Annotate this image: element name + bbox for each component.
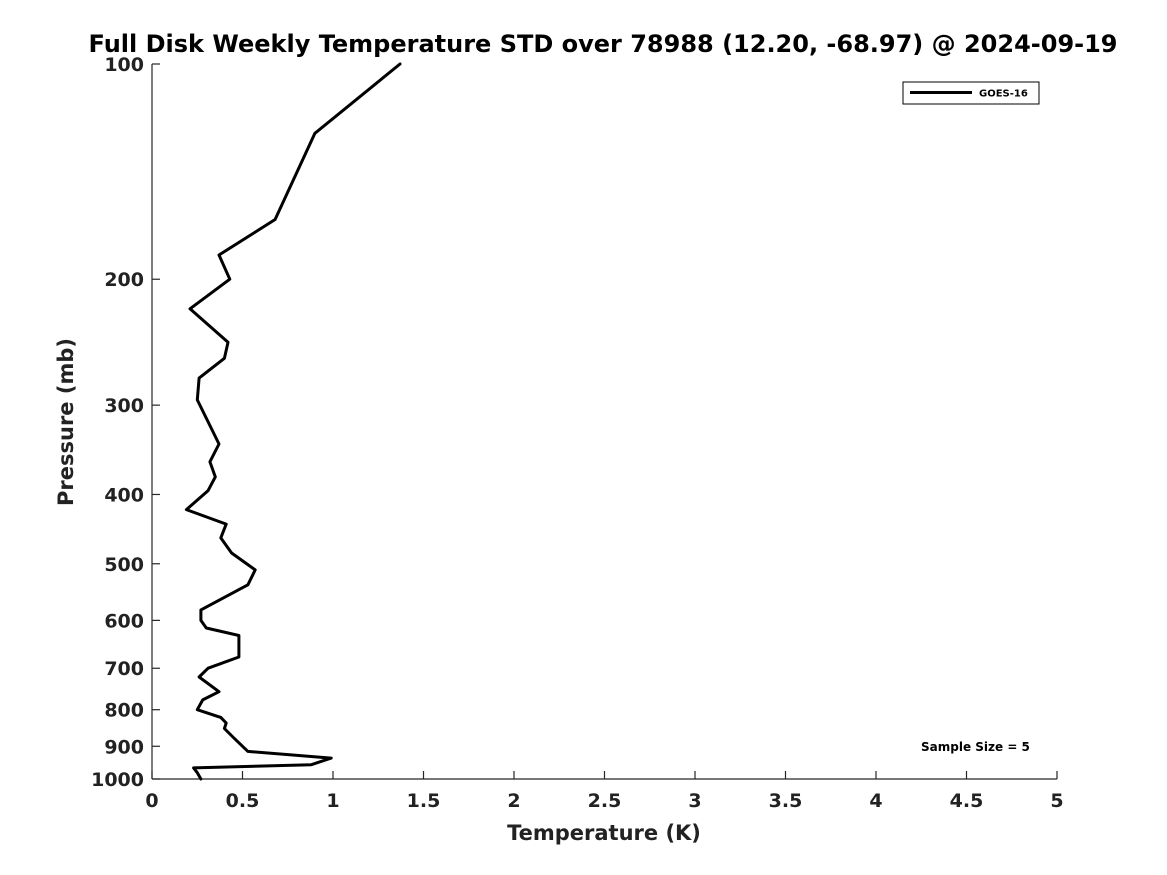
x-tick-label: 3 xyxy=(688,790,701,812)
y-tick-label: 200 xyxy=(104,269,144,291)
x-tick-label: 2 xyxy=(507,790,520,812)
sample-size-annotation: Sample Size = 5 xyxy=(921,740,1030,754)
series-line-goes-16 xyxy=(184,62,402,781)
x-ticks: 0 0.5 1 1.5 2 2.5 3 3.5 4 4.5 5 xyxy=(145,771,1064,812)
x-tick-label: 5 xyxy=(1050,790,1063,812)
x-axis-label: Temperature (K) xyxy=(507,821,701,845)
chart-title: Full Disk Weekly Temperature STD over 78… xyxy=(89,30,1118,58)
x-tick-label: 2.5 xyxy=(588,790,622,812)
x-tick-label: 1 xyxy=(326,790,339,812)
y-axis-label: Pressure (mb) xyxy=(54,338,78,506)
y-tick-label: 500 xyxy=(104,554,144,576)
x-tick-label: 3.5 xyxy=(769,790,803,812)
legend-label-goes-16: GOES-16 xyxy=(979,89,1028,100)
x-tick-label: 0.5 xyxy=(226,790,260,812)
legend: GOES-16 xyxy=(902,81,1040,105)
x-tick-label: 1.5 xyxy=(407,790,441,812)
y-tick-label: 700 xyxy=(104,658,144,680)
plot-area: 0 0.5 1 1.5 2 2.5 3 3.5 4 4.5 5 100 200 300 400 500 600… xyxy=(91,54,1064,812)
y-ticks: 100 200 300 400 500 600 700 800 900 1000 xyxy=(91,54,160,791)
y-tick-label: 900 xyxy=(104,736,144,758)
x-tick-label: 0 xyxy=(145,790,158,812)
y-tick-label: 300 xyxy=(104,395,144,417)
y-tick-label: 400 xyxy=(104,484,144,506)
x-tick-label: 4.5 xyxy=(950,790,984,812)
y-tick-label: 800 xyxy=(104,700,144,722)
x-tick-label: 4 xyxy=(869,790,882,812)
y-tick-label: 100 xyxy=(104,54,144,76)
y-tick-label: 600 xyxy=(104,610,144,632)
y-tick-label: 1000 xyxy=(91,769,144,791)
